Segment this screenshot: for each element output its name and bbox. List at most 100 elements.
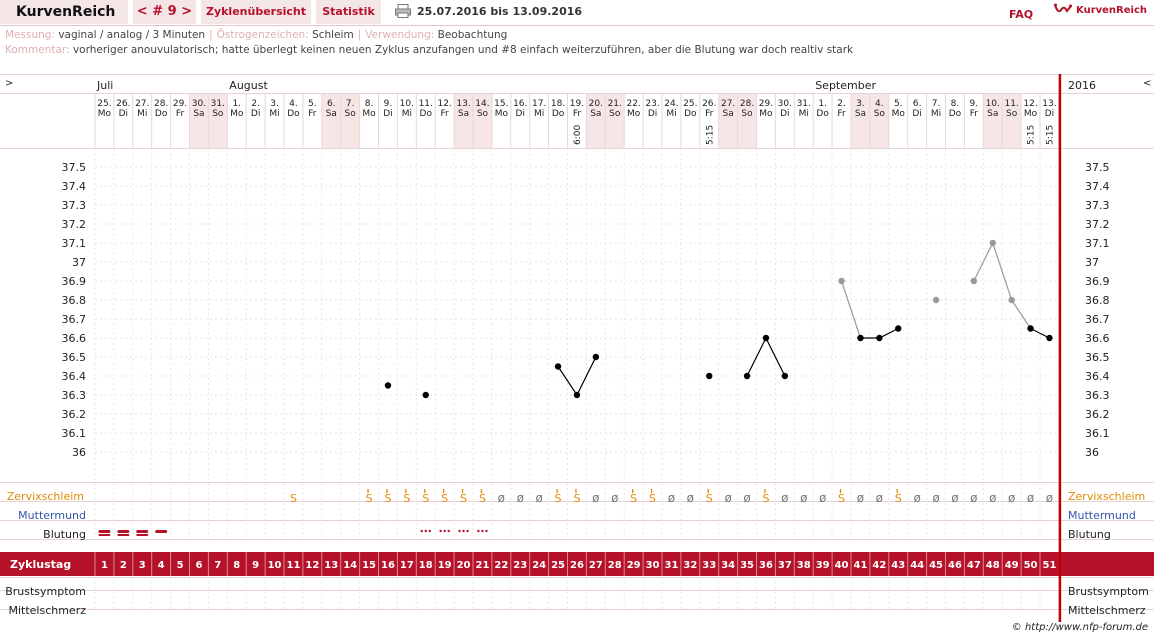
weekday-label: Do (684, 109, 697, 119)
cycleday-number: 49 (1005, 560, 1019, 571)
y-tick-label-left: 36.8 (62, 294, 87, 307)
ignored-temp-point (970, 277, 978, 285)
weekday-label: Do (155, 109, 168, 119)
cycleday-number: 8 (233, 560, 240, 571)
weekday-label: Fr (308, 109, 317, 119)
cycleday-number: 50 (1024, 560, 1038, 571)
bleeding-spot (420, 529, 423, 533)
bleeding-spot (477, 529, 480, 533)
mucus-symbol: S (403, 492, 410, 505)
logo-text: KurvenReich (1076, 5, 1148, 16)
day-number: 7. (346, 99, 355, 109)
day-number: 29. (173, 99, 187, 109)
y-tick-label-right: 37 (1085, 256, 1099, 269)
day-number: 25. (97, 99, 111, 109)
weekday-label: Mi (799, 109, 809, 119)
ignored-temp-point (932, 296, 940, 304)
measure-time: 6:00 (573, 125, 583, 145)
weekend-column (454, 93, 473, 148)
bleeding-strong (155, 530, 168, 533)
cycleday-number: 19 (438, 560, 452, 571)
weekday-label: Sa (590, 109, 601, 119)
temp-point (1027, 325, 1034, 332)
weekday-label: Sa (723, 109, 734, 119)
weekday-label: Di (251, 109, 260, 119)
bleeding-spot (481, 529, 484, 533)
day-number: 17. (532, 99, 546, 109)
cycleday-number: 45 (929, 560, 943, 571)
usage-value: Beobachtung (437, 29, 508, 41)
cycleday-number: 46 (948, 560, 962, 571)
print-icon[interactable] (395, 4, 411, 18)
cycleday-number: 40 (835, 560, 849, 571)
cycle-selector[interactable]: < # 9 > (133, 0, 196, 24)
cycle-overview-button[interactable]: Zyklenübersicht (201, 0, 311, 24)
weekday-label: Do (552, 109, 565, 119)
mucus-symbol: S (384, 492, 391, 505)
cycleday-number: 44 (910, 560, 924, 571)
y-tick-label-left: 36.6 (62, 332, 87, 345)
scroll-right-button[interactable]: < (1143, 78, 1151, 89)
ignored-temp-point (989, 239, 996, 247)
y-tick-label-left: 36.5 (62, 351, 87, 364)
cycleday-number: 25 (551, 560, 565, 571)
mucus-none: ø (857, 491, 864, 505)
day-number: 24. (664, 99, 678, 109)
mucus-none: ø (743, 491, 750, 505)
cycleday-number: 23 (513, 560, 527, 571)
measure-time: 5:15 (705, 125, 715, 145)
statistics-button[interactable]: Statistik (316, 0, 381, 24)
day-number: 8. (951, 99, 960, 109)
faq-link[interactable]: FAQ (1009, 8, 1034, 21)
ignored-temp-line (973, 241, 1032, 329)
temp-point (857, 334, 864, 342)
cycleday-number: 12 (305, 560, 319, 571)
day-number: 11. (419, 99, 433, 109)
scroll-left-button[interactable]: > (5, 78, 13, 89)
temp-point (422, 391, 429, 399)
y-tick-label-right: 37.4 (1085, 180, 1110, 193)
weekday-label: So (609, 109, 621, 119)
y-tick-label-right: 36.6 (1085, 332, 1110, 345)
cycleday-number: 37 (778, 560, 792, 571)
y-tick-label-right: 36.4 (1085, 370, 1110, 383)
mucus-none: ø (498, 491, 505, 505)
weekday-label: Di (516, 109, 525, 119)
weekday-label: Fr (705, 109, 714, 119)
weekday-label: Di (648, 109, 657, 119)
weekday-label: Mi (931, 109, 941, 119)
weekend-column (473, 93, 492, 148)
estrogen-label: Östrogenzeichen: (216, 29, 309, 41)
weekday-label: Do (420, 109, 433, 119)
logo[interactable]: KurvenReich (1054, 2, 1147, 16)
day-number: 1. (818, 99, 827, 109)
weekday-label: Di (1045, 109, 1054, 119)
temp-point (384, 382, 392, 389)
y-tick-label-left: 37.5 (62, 161, 87, 174)
weekday-label: Sa (193, 109, 204, 119)
cycleday-number: 33 (702, 560, 716, 571)
y-tick-label-right: 36.8 (1085, 294, 1110, 307)
cycleday-number: 5 (177, 560, 184, 571)
weekend-column (718, 93, 738, 148)
comment-line: Kommentar: vorheriger anouvulatorisch; h… (5, 44, 853, 56)
weekday-label: Do (287, 109, 300, 119)
day-number: 11. (1004, 99, 1018, 109)
copyright: © http://www.nfp-forum.de (1011, 622, 1148, 633)
measure-time: 5:15 (1045, 125, 1055, 145)
estrogen-value: Schleim (312, 29, 354, 41)
day-number: 2. (837, 99, 846, 109)
weekday-label: Mo (627, 109, 641, 119)
row-label-mucus: Zervixschleim (7, 490, 84, 503)
mucus-symbol: S (895, 492, 902, 505)
y-tick-label-left: 36.3 (62, 389, 87, 402)
comment-value: vorheriger anouvulatorisch; hatte überle… (72, 44, 854, 56)
bleeding-spot (466, 529, 469, 533)
day-number: 16. (513, 99, 527, 109)
weekday-label: Mo (759, 109, 773, 119)
ignored-temp-line (840, 280, 862, 339)
mucus-none: ø (1008, 491, 1015, 505)
mucus-symbol: S (706, 492, 713, 505)
day-number: 31. (797, 99, 811, 109)
